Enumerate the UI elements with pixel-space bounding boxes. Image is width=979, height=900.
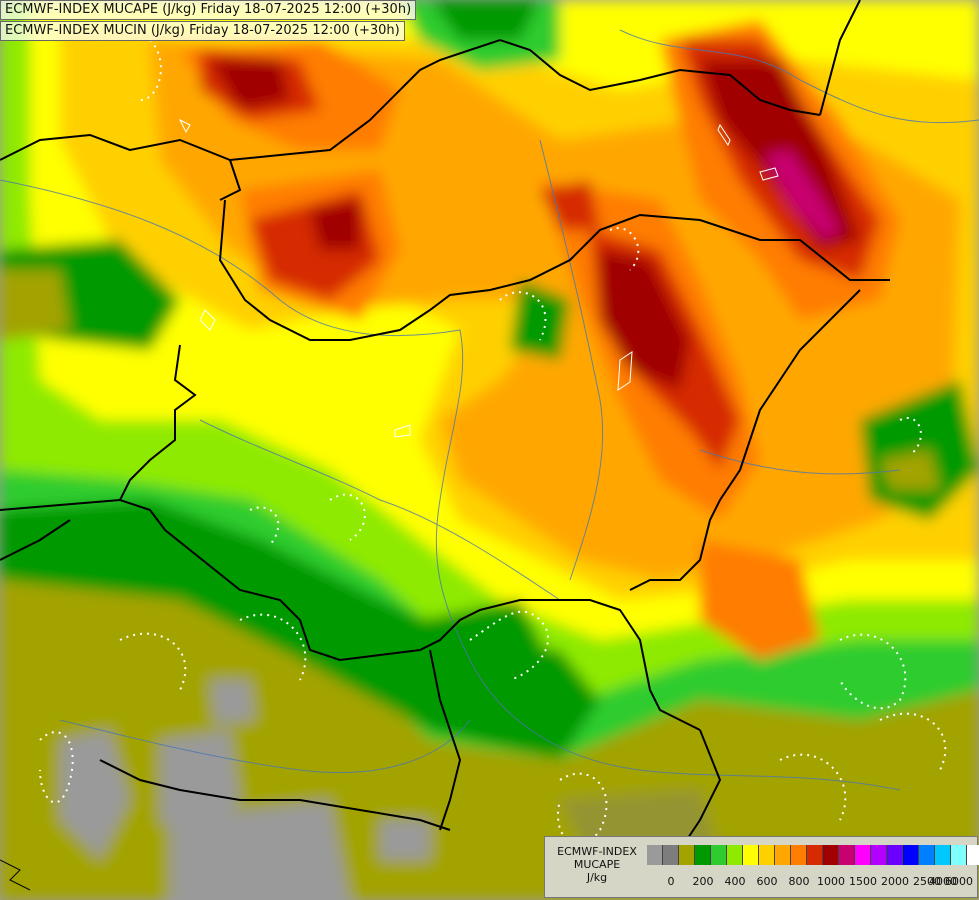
legend-tick-label: 6000 <box>945 875 973 888</box>
legend-swatch <box>919 845 935 865</box>
legend-swatch <box>871 845 887 865</box>
cin-spots <box>178 118 779 438</box>
legend-swatch <box>855 845 871 865</box>
legend-swatch <box>663 845 679 865</box>
legend-tick-label: 4000 <box>929 875 957 888</box>
legend-tick-label: 0 <box>667 875 675 888</box>
legend-swatch <box>839 845 855 865</box>
legend-swatch <box>951 845 967 865</box>
legend-swatches <box>647 845 979 865</box>
legend-tick-label: 200 <box>692 875 714 888</box>
legend-swatch <box>935 845 951 865</box>
legend-swatch <box>903 845 919 865</box>
mucape-title: ECMWF-INDEX MUCAPE (J/kg) Friday 18-07-2… <box>0 0 417 20</box>
legend-tick-label: 2500 <box>913 875 941 888</box>
map-corner-detail <box>0 859 31 891</box>
legend-swatch <box>679 845 695 865</box>
legend-unit: J/kg <box>586 871 608 884</box>
legend-swatch <box>647 845 663 865</box>
legend-tick-label: 1000 <box>817 875 845 888</box>
legend-tick-label: 600 <box>756 875 778 888</box>
legend-swatch <box>791 845 807 865</box>
legend-swatch <box>967 845 979 865</box>
legend-swatch <box>743 845 759 865</box>
legend-title: ECMWF-INDEX MUCAPE J/kg <box>549 845 645 884</box>
legend-ticks: 0 200 400 600 800 1000 1500 2000 2500 4000 6000 <box>647 875 974 889</box>
legend-tick-label: 1500 <box>849 875 877 888</box>
legend-swatch <box>711 845 727 865</box>
legend-swatch <box>807 845 823 865</box>
mucin-title: ECMWF-INDEX MUCIN (J/kg) Friday 18-07-20… <box>0 21 405 41</box>
legend-tick-label: 400 <box>724 875 746 888</box>
legend-model: ECMWF-INDEX <box>557 845 637 858</box>
color-legend: ECMWF-INDEX MUCAPE J/kg 0 200 400 600 800 100… <box>544 836 979 898</box>
legend-swatch <box>727 845 743 865</box>
legend-tick-label: 2000 <box>881 875 909 888</box>
legend-swatch <box>823 845 839 865</box>
legend-swatch <box>887 845 903 865</box>
legend-swatch <box>759 845 775 865</box>
country-borders <box>0 0 890 851</box>
legend-swatch <box>775 845 791 865</box>
rivers <box>0 29 979 791</box>
legend-tick-label: 800 <box>788 875 810 888</box>
mucin-contours <box>39 39 947 846</box>
legend-variable: MUCAPE <box>573 858 621 871</box>
legend-swatch <box>695 845 711 865</box>
